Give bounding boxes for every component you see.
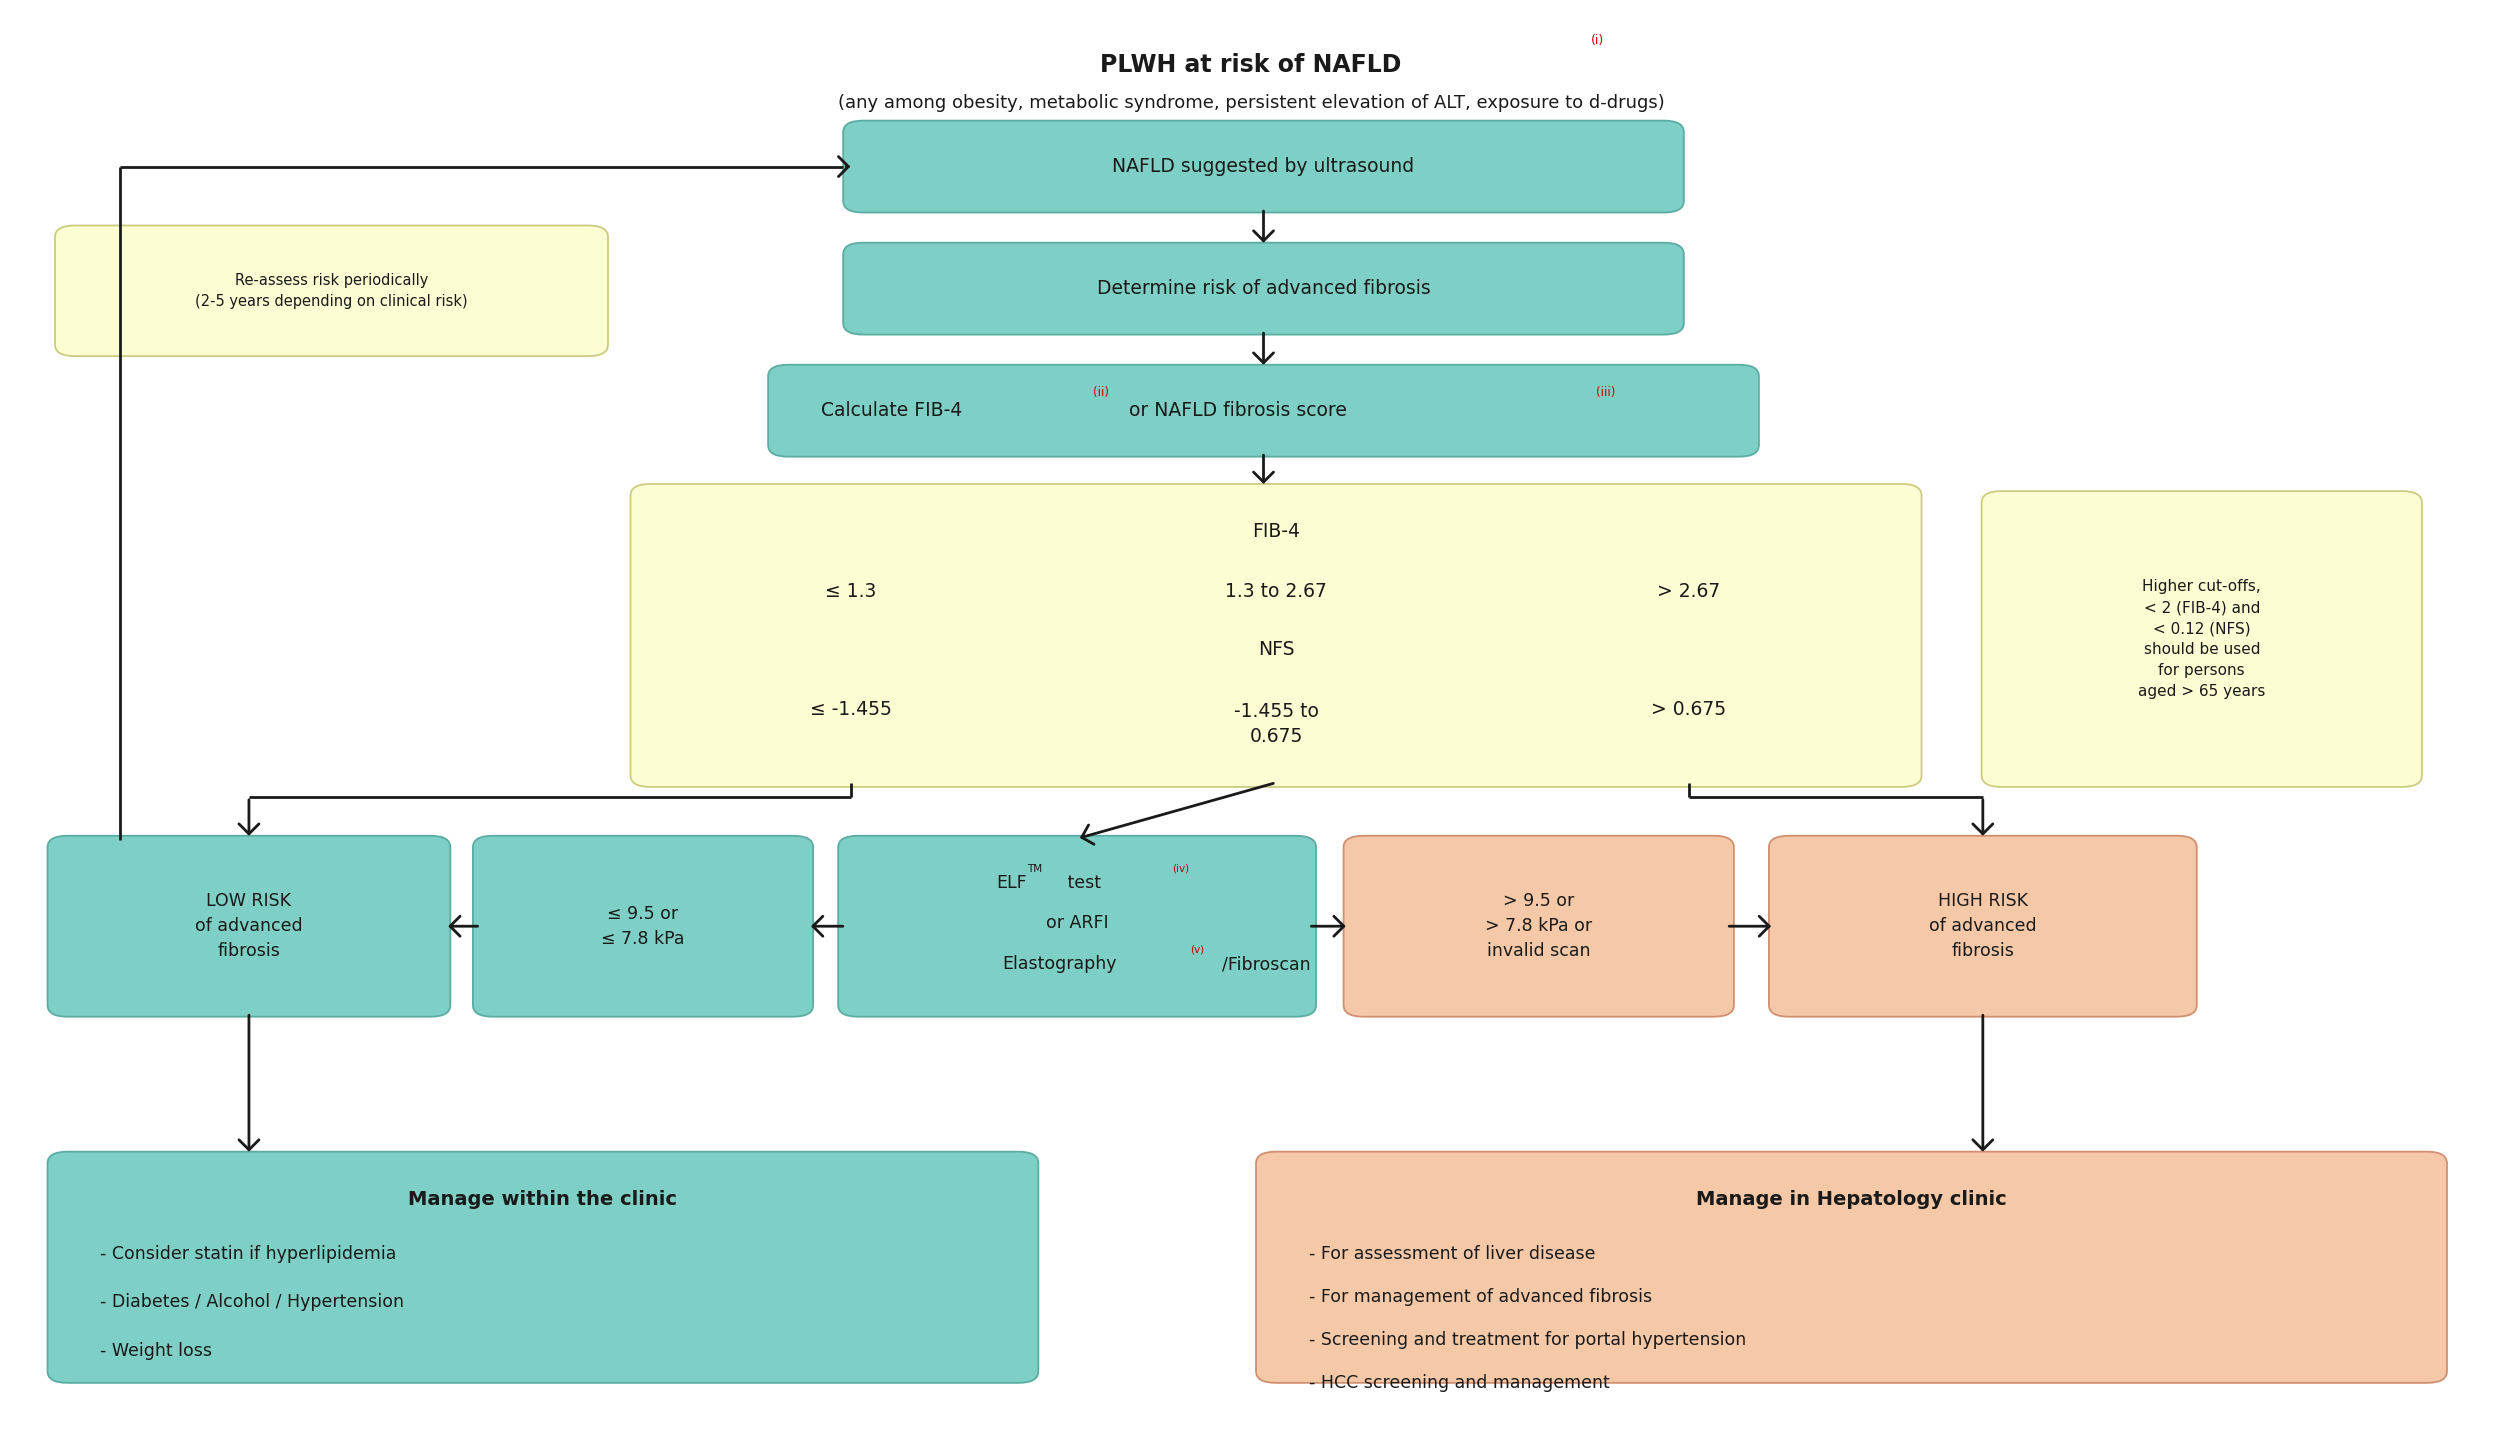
Text: Manage in Hepatology clinic: Manage in Hepatology clinic xyxy=(1696,1189,2007,1209)
Text: Elastography: Elastography xyxy=(1001,955,1116,974)
Text: - HCC screening and management: - HCC screening and management xyxy=(1309,1374,1609,1391)
FancyBboxPatch shape xyxy=(631,484,1922,787)
FancyBboxPatch shape xyxy=(843,243,1684,335)
FancyBboxPatch shape xyxy=(1769,836,2197,1017)
FancyBboxPatch shape xyxy=(48,1152,1038,1383)
Text: - Screening and treatment for portal hypertension: - Screening and treatment for portal hyp… xyxy=(1309,1331,1746,1348)
Text: ELF: ELF xyxy=(996,875,1026,892)
Text: /Fibroscan: /Fibroscan xyxy=(1221,955,1311,974)
Text: FIB-4: FIB-4 xyxy=(1251,521,1301,541)
FancyBboxPatch shape xyxy=(843,121,1684,213)
Text: Re-assess risk periodically
(2-5 years depending on clinical risk): Re-assess risk periodically (2-5 years d… xyxy=(195,273,468,309)
Text: LOW RISK
of advanced
fibrosis: LOW RISK of advanced fibrosis xyxy=(195,892,303,961)
Text: PLWH at risk of NAFLD: PLWH at risk of NAFLD xyxy=(1101,53,1401,76)
Text: (any among obesity, metabolic syndrome, persistent elevation of ALT, exposure to: (any among obesity, metabolic syndrome, … xyxy=(838,95,1664,112)
FancyBboxPatch shape xyxy=(55,225,608,356)
Text: or NAFLD fibrosis score: or NAFLD fibrosis score xyxy=(1123,401,1346,421)
Text: (ii): (ii) xyxy=(1093,385,1108,399)
Text: NFS: NFS xyxy=(1259,639,1294,659)
FancyBboxPatch shape xyxy=(768,365,1759,457)
Text: - For assessment of liver disease: - For assessment of liver disease xyxy=(1309,1245,1596,1262)
Text: 1.3 to 2.67: 1.3 to 2.67 xyxy=(1226,582,1326,602)
Text: NAFLD suggested by ultrasound: NAFLD suggested by ultrasound xyxy=(1113,157,1414,177)
Text: > 0.675: > 0.675 xyxy=(1651,699,1726,719)
Text: - Consider statin if hyperlipidemia: - Consider statin if hyperlipidemia xyxy=(100,1245,395,1262)
Text: (i): (i) xyxy=(1591,34,1604,47)
Text: (v): (v) xyxy=(1191,945,1203,955)
Text: - Weight loss: - Weight loss xyxy=(100,1343,213,1360)
Text: > 2.67: > 2.67 xyxy=(1656,582,1721,602)
FancyBboxPatch shape xyxy=(838,836,1316,1017)
Text: - For management of advanced fibrosis: - For management of advanced fibrosis xyxy=(1309,1288,1651,1305)
FancyBboxPatch shape xyxy=(1256,1152,2447,1383)
FancyBboxPatch shape xyxy=(473,836,813,1017)
Text: (iv): (iv) xyxy=(1171,864,1188,873)
Text: TM: TM xyxy=(1026,864,1043,873)
Text: > 9.5 or
> 7.8 kPa or
invalid scan: > 9.5 or > 7.8 kPa or invalid scan xyxy=(1486,892,1591,961)
Text: ≤ -1.455: ≤ -1.455 xyxy=(811,699,891,719)
Text: ≤ 9.5 or
≤ 7.8 kPa: ≤ 9.5 or ≤ 7.8 kPa xyxy=(600,905,686,948)
Text: test: test xyxy=(1061,875,1101,892)
FancyBboxPatch shape xyxy=(1982,491,2422,787)
Text: -1.455 to
0.675: -1.455 to 0.675 xyxy=(1233,702,1319,745)
Text: ≤ 1.3: ≤ 1.3 xyxy=(826,582,876,602)
Text: Higher cut-offs,
< 2 (FIB-4) and
< 0.12 (NFS)
should be used
for persons
aged > : Higher cut-offs, < 2 (FIB-4) and < 0.12 … xyxy=(2139,579,2264,699)
FancyBboxPatch shape xyxy=(1344,836,1734,1017)
Text: Manage within the clinic: Manage within the clinic xyxy=(408,1189,678,1209)
Text: HIGH RISK
of advanced
fibrosis: HIGH RISK of advanced fibrosis xyxy=(1929,892,2037,961)
Text: or ARFI: or ARFI xyxy=(1046,913,1108,932)
FancyBboxPatch shape xyxy=(48,836,450,1017)
Text: (iii): (iii) xyxy=(1596,385,1616,399)
Text: Determine risk of advanced fibrosis: Determine risk of advanced fibrosis xyxy=(1096,279,1431,299)
Text: - Diabetes / Alcohol / Hypertension: - Diabetes / Alcohol / Hypertension xyxy=(100,1294,405,1311)
Text: Calculate FIB-4: Calculate FIB-4 xyxy=(821,401,961,421)
